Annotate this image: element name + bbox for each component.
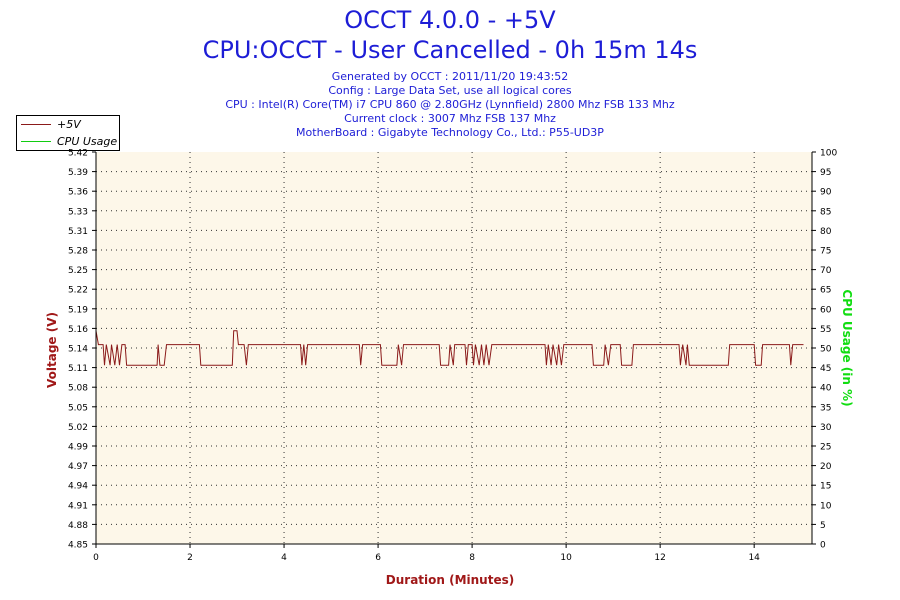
y-tick-label: 4.97 [68,462,88,472]
y2-tick-label: 10 [820,501,832,511]
x-axis-title: Duration (Minutes) [385,573,515,587]
y-tick-label: 5.42 [68,149,88,159]
y2-tick-label: 55 [820,325,831,335]
axis-layer: 4.85 4.88 4.91 4.94 4.97 4.99 5.02 5.05 5.08 5.11… [68,149,837,564]
y-tick-label: 5.02 [68,423,88,433]
info-generated: Generated by OCCT : 2011/11/20 19:43:52 [331,70,569,83]
y-tick-label: 5.22 [68,286,88,296]
y-tick-label: 5.39 [68,168,88,178]
x-tick-label: 10 [560,553,572,563]
x-tick-label: 12 [654,553,665,563]
info-motherboard: MotherBoard : Gigabyte Technology Co., L… [296,126,604,139]
y-tick-label: 5.19 [68,305,88,315]
chart-legend: +5V CPU Usage [16,115,120,151]
y2-tick-label: 95 [820,168,831,178]
y2-tick-label: 0 [820,541,826,551]
y2-tick-label: 40 [820,384,832,394]
info-cpu: CPU : Intel(R) Core(TM) i7 CPU 860 @ 2.8… [225,98,675,111]
x-tick-label: 4 [281,553,287,563]
y2-tick-label: 30 [820,423,832,433]
y2-tick-label: 20 [820,462,832,472]
y2-tick-label: 60 [820,305,832,315]
y2-tick-label: 50 [820,345,832,355]
y-tick-label: 5.33 [68,207,88,217]
chart-title: OCCT 4.0.0 - +5V [344,6,556,34]
y-tick-label: 4.85 [68,541,88,551]
legend-label-5v: +5V [57,117,81,131]
y2-tick-label: 15 [820,482,831,492]
y-tick-label: 5.36 [68,188,88,198]
x-tick-label: 8 [469,553,475,563]
legend-swatch-5v [21,123,51,125]
y-tick-label: 5.08 [68,384,88,394]
y-tick-label: 5.16 [68,325,88,335]
y2-tick-label: 70 [820,266,832,276]
x-tick-label: 2 [187,553,193,563]
chart-subtitle: CPU:OCCT - User Cancelled - 0h 15m 14s [202,36,698,64]
y-tick-label: 4.88 [68,521,88,531]
y2-tick-label: 100 [820,149,837,159]
y-tick-label: 4.94 [68,482,88,492]
legend-item-cpu-usage: CPU Usage [21,134,117,148]
y2-axis-title: CPU Usage (in %) [840,289,854,407]
y2-tick-label: 80 [820,227,832,237]
y-tick-label: 5.31 [68,227,88,237]
info-current-clock: Current clock : 3007 Mhz FSB 137 Mhz [344,112,556,125]
y2-tick-label: 75 [820,247,831,257]
y-tick-label: 5.05 [68,403,88,413]
legend-swatch-cpu-usage [21,140,51,142]
y2-tick-label: 35 [820,403,831,413]
y-tick-label: 5.14 [68,345,88,355]
y-tick-label: 5.11 [68,364,88,374]
y2-tick-label: 85 [820,207,831,217]
x-tick-label: 6 [375,553,381,563]
y-axis-title: Voltage (V) [45,312,59,388]
legend-item-5v: +5V [21,117,81,131]
y2-tick-label: 25 [820,443,831,453]
series-layer [95,330,804,366]
y2-tick-label: 90 [820,188,832,198]
y-tick-label: 5.28 [68,247,88,257]
info-config: Config : Large Data Set, use all logical… [328,84,572,97]
x-tick-label: 0 [93,553,99,563]
y2-tick-label: 5 [820,521,826,531]
y-tick-label: 5.25 [68,266,88,276]
series-line-5v [95,330,804,366]
x-tick-label: 14 [748,553,760,563]
y-tick-label: 4.99 [68,443,88,453]
legend-label-cpu-usage: CPU Usage [57,134,118,148]
y2-tick-label: 45 [820,364,831,374]
y-tick-label: 4.91 [68,501,88,511]
y2-tick-label: 65 [820,286,831,296]
